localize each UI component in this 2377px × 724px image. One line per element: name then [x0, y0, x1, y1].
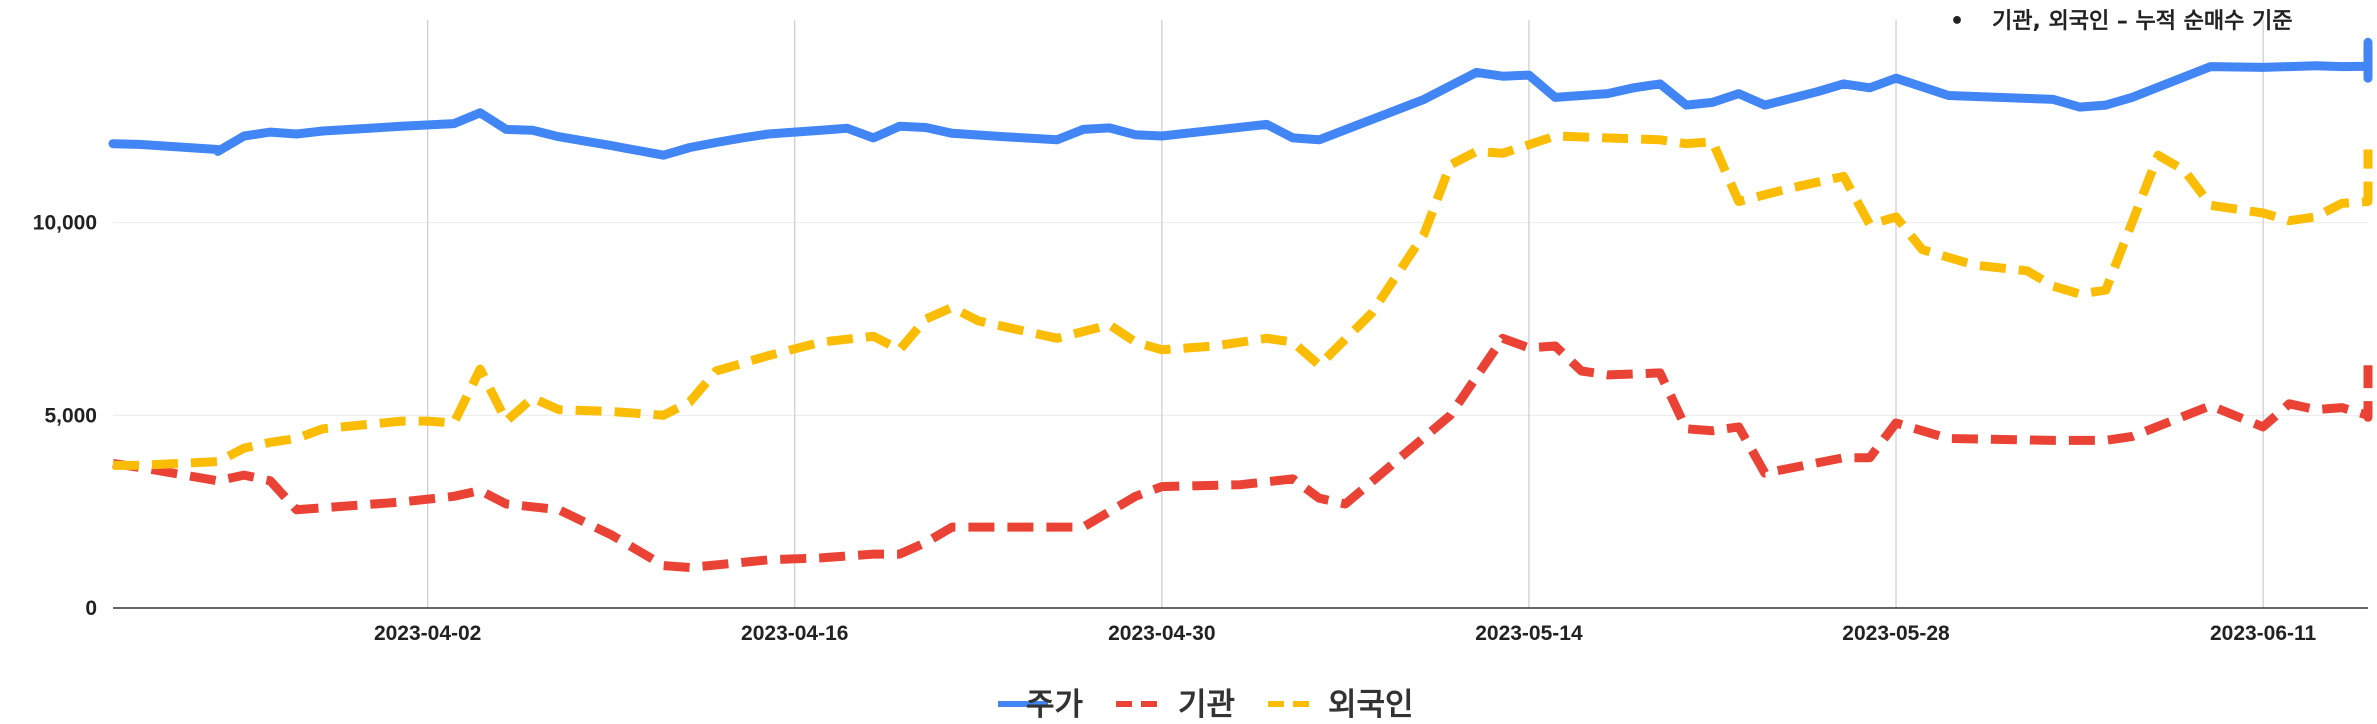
legend: 주가 기관 외국인 — [998, 687, 1414, 723]
chart-gridlines — [113, 20, 2368, 608]
series-line-1 — [112, 333, 2373, 572]
y-tick-label: 10,000 — [33, 212, 97, 235]
y-axis-ticks: 0 5,000 10,000 — [33, 212, 97, 620]
legend-label: 외국인 — [1328, 687, 1414, 723]
x-tick-label: 2023-06-11 — [2210, 622, 2317, 645]
x-tick-label: 2023-04-16 — [741, 622, 848, 645]
note-text: 기관, 외국인 – 누적 순매수 기준 — [1992, 9, 2293, 34]
x-tick-label: 2023-04-02 — [374, 622, 481, 645]
x-tick-label: 2023-05-28 — [1842, 622, 1950, 645]
x-tick-label: 2023-05-14 — [1475, 622, 1583, 645]
y-tick-label: 0 — [85, 597, 97, 620]
x-tick-label: 2023-04-30 — [1108, 622, 1215, 645]
y-tick-label: 5,000 — [44, 404, 97, 427]
x-axis-ticks: 2023-04-02 2023-04-16 2023-04-30 2023-05-14… — [374, 622, 2317, 645]
legend-label: 주가 — [1026, 687, 1084, 723]
series-line-0 — [108, 37, 2373, 160]
note: • 기관, 외국인 – 누적 순매수 기준 — [1950, 9, 2293, 34]
note-bullet: • — [1950, 9, 1964, 34]
series-line-2 — [113, 131, 2373, 470]
chart-series — [108, 37, 2373, 572]
legend-label: 기관 — [1178, 687, 1235, 723]
